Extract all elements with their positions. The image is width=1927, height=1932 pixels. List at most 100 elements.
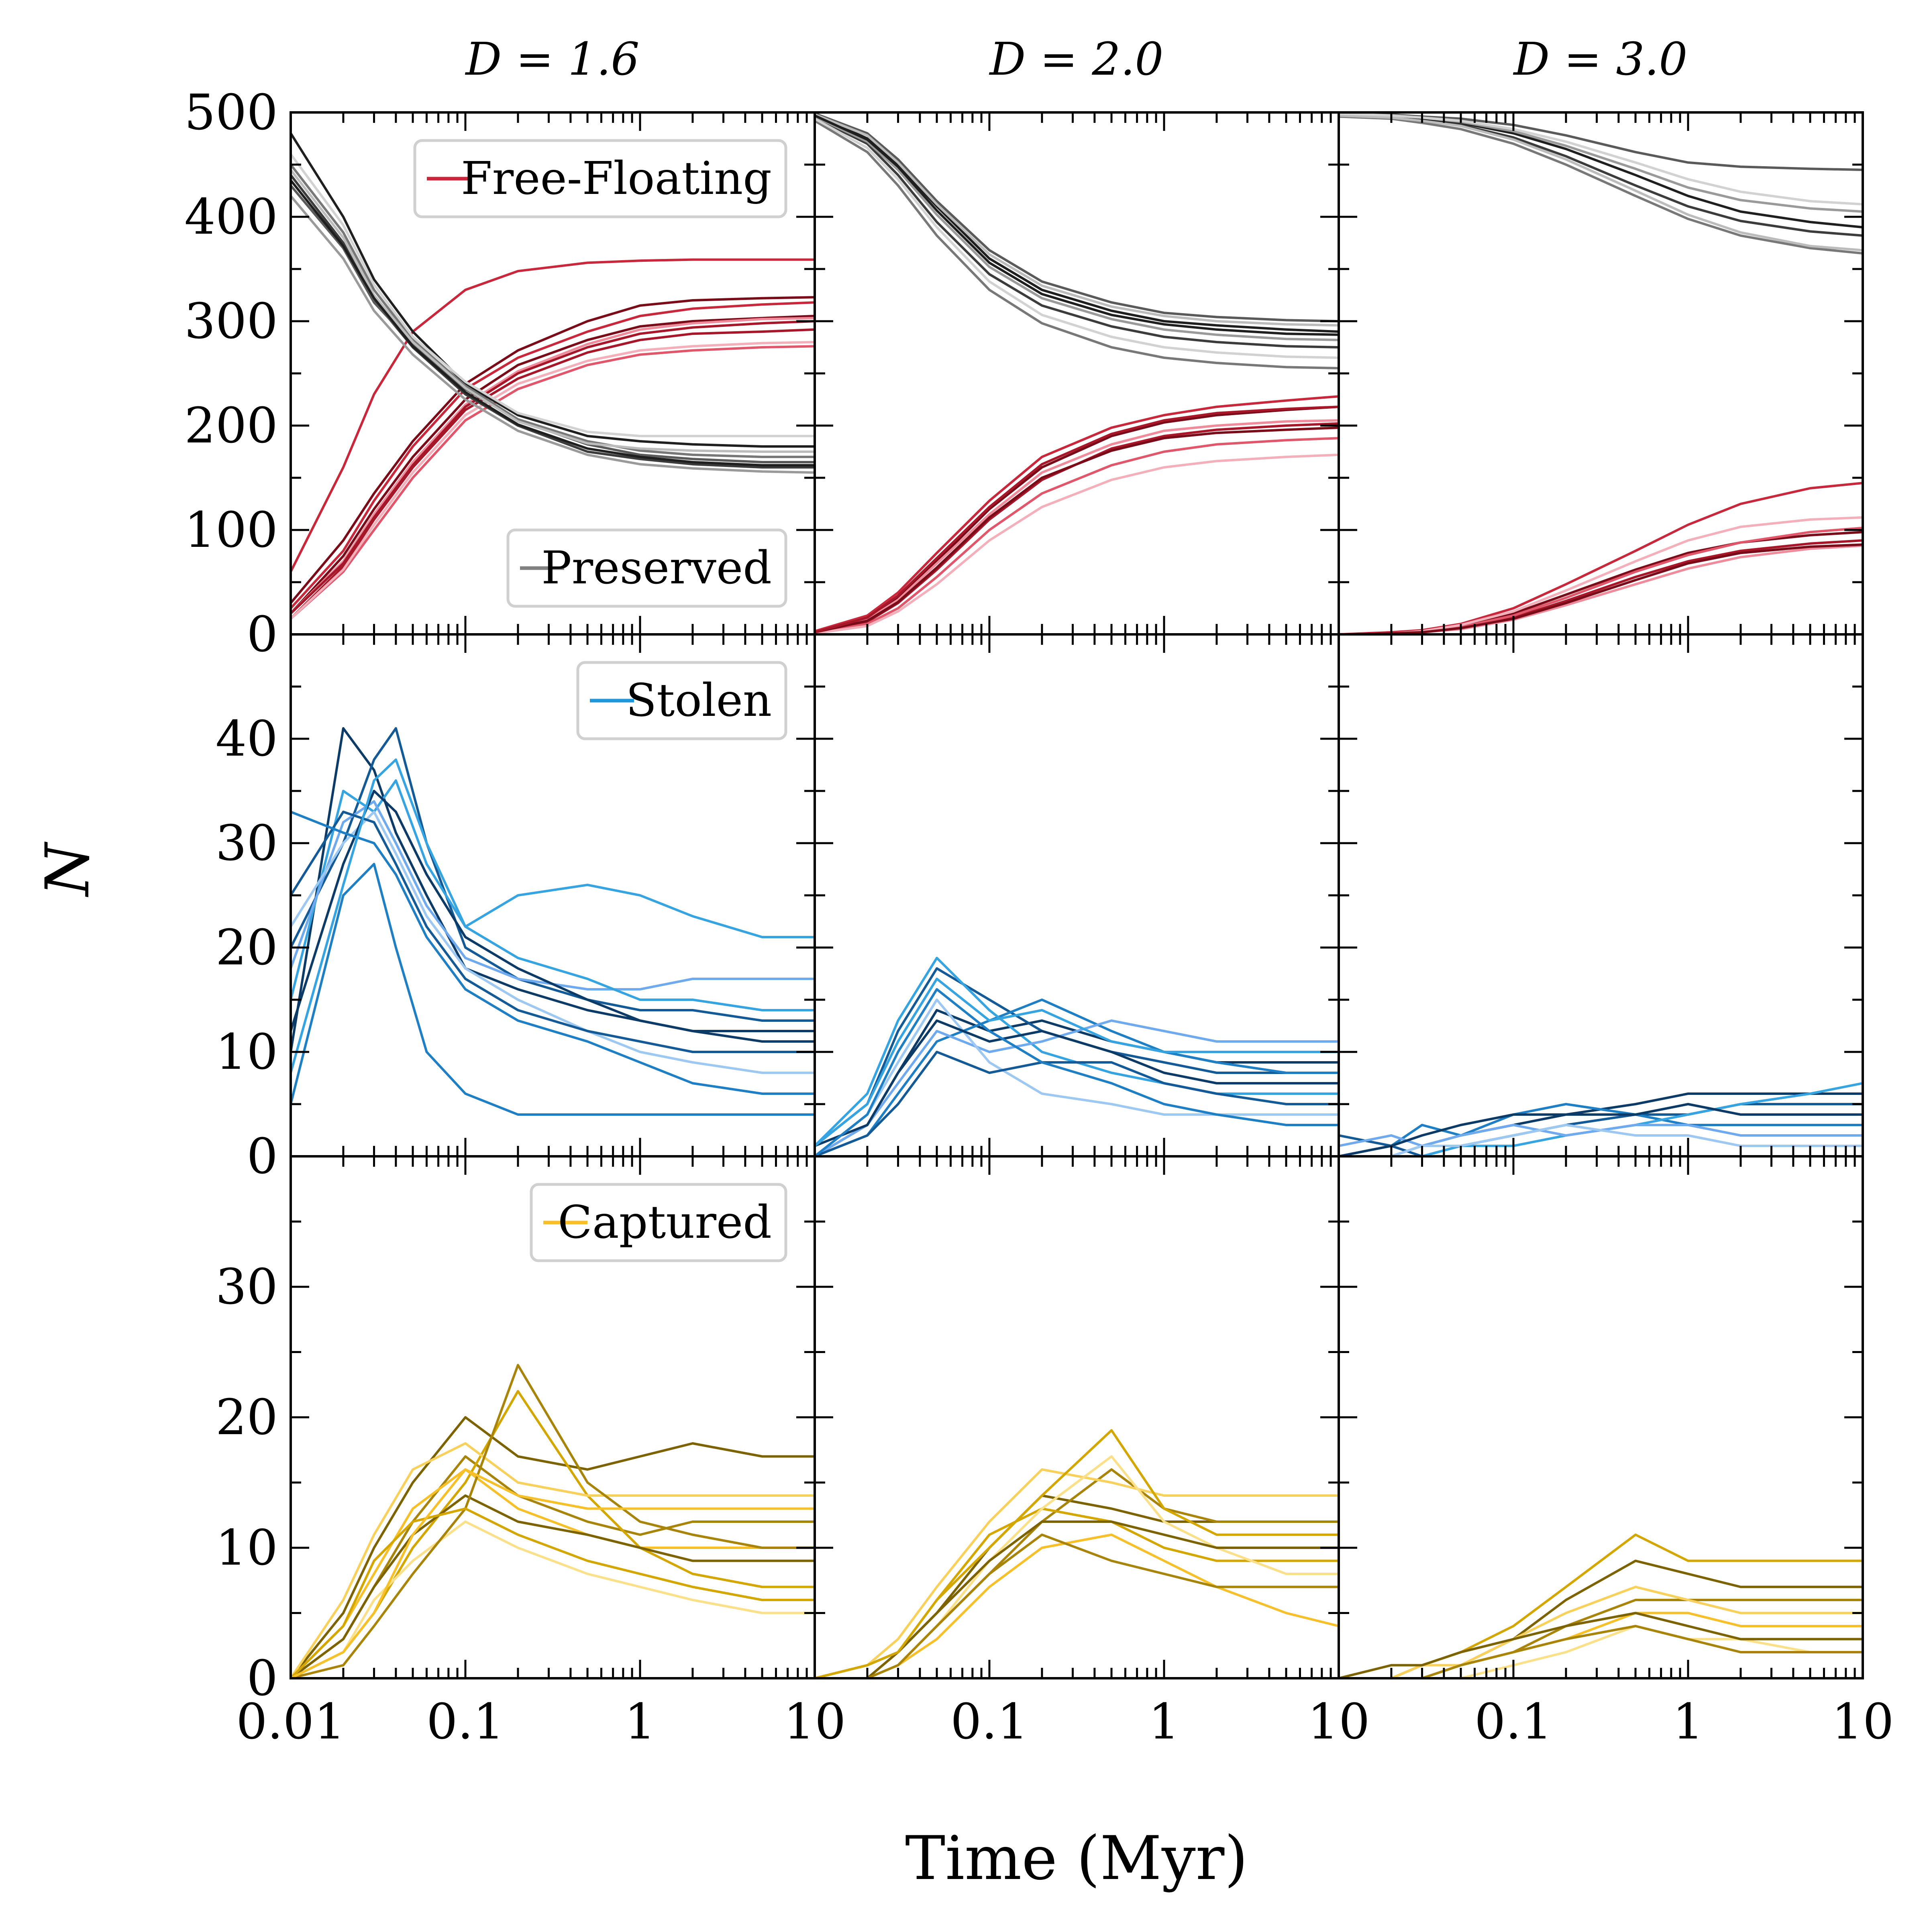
captured-run-7 (1339, 1612, 1863, 1678)
y-tick-label: 10 (216, 1519, 278, 1576)
panel-frame (1338, 1155, 1864, 1679)
panel-series (1339, 112, 1863, 634)
legend-box (530, 1183, 787, 1262)
panel-2 (814, 111, 1340, 636)
free-floating-run-9 (291, 258, 815, 573)
stolen-run-6 (1339, 1124, 1863, 1156)
x-tick-label: 10 (1831, 1693, 1894, 1750)
captured-run-9 (815, 1429, 1339, 1678)
panel-series (291, 1364, 815, 1678)
panel-9: 0.1 1 10 (1338, 1155, 1894, 1750)
captured-run-6 (1339, 1625, 1863, 1678)
preserved-run-8 (815, 114, 1339, 336)
y-tick-label: 0 (247, 1650, 278, 1707)
y-tick-label: 500 (184, 84, 278, 141)
legend-box (506, 528, 787, 608)
preserved-run-1 (291, 132, 815, 448)
free-floating-run-3 (815, 395, 1339, 633)
legend-free-floating: Free-Floating (413, 139, 787, 218)
preserved-run-4 (1339, 115, 1863, 255)
stolen-run-9 (815, 988, 1339, 1156)
x-tick-label: 0.1 (950, 1693, 1028, 1750)
free-floating-run-7 (1339, 543, 1863, 634)
preserved-run-8 (291, 179, 815, 467)
stolen-run-6 (815, 999, 1339, 1156)
free-floating-run-1 (291, 315, 815, 615)
preserved-run-4 (291, 164, 815, 458)
free-floating-run-7 (291, 296, 815, 604)
panel-ticks (290, 1155, 816, 1679)
captured-run-8 (1339, 1625, 1863, 1678)
x-tick-label: 0.1 (426, 1693, 504, 1750)
free-floating-run-4 (291, 345, 815, 620)
captured-run-1 (291, 1416, 815, 1678)
legend-preserved: Preserved (506, 528, 787, 608)
panel-5 (814, 633, 1340, 1158)
captured-run-4 (291, 1468, 815, 1678)
legend-label: Stolen (626, 675, 772, 727)
free-floating-run-6 (291, 341, 815, 620)
free-floating-run-8 (291, 320, 815, 615)
free-floating-run-5 (291, 317, 815, 615)
stolen-run-7 (1339, 1103, 1863, 1156)
y-tick-label: 200 (184, 397, 278, 454)
preserved-run-5 (291, 195, 815, 474)
panel-series (291, 132, 815, 620)
legend-stolen: Stolen (576, 661, 787, 740)
x-axis-label: Time (Myr) (905, 1824, 1248, 1893)
stolen-run-6 (291, 811, 815, 1074)
panel-series (1339, 1533, 1863, 1678)
column-title-2: D = 2.0 (989, 33, 1164, 86)
preserved-run-3 (815, 112, 1339, 322)
captured-run-7 (291, 1494, 815, 1678)
legend-box (413, 139, 787, 218)
captured-run-6 (291, 1520, 815, 1678)
stolen-run-4 (291, 779, 815, 1000)
column-title-3: D = 3.0 (1513, 33, 1688, 86)
panel-3 (1338, 111, 1864, 636)
preserved-run-7 (1339, 112, 1863, 206)
free-floating-run-7 (815, 426, 1339, 634)
x-tick-label: 1 (624, 1693, 656, 1750)
preserved-run-1 (815, 113, 1339, 333)
legend-box (576, 661, 787, 740)
y-axis-label: N (33, 842, 103, 897)
legend-label: Captured (558, 1196, 772, 1249)
stolen-run-5 (1339, 1124, 1863, 1147)
stolen-run-3 (1339, 1103, 1863, 1156)
panel-series (815, 1429, 1339, 1678)
panel-series (815, 112, 1339, 634)
free-floating-run-8 (815, 406, 1339, 634)
x-tick-label: 0.01 (236, 1693, 345, 1750)
captured-run-9 (291, 1507, 815, 1678)
y-tick-label: 0 (247, 1128, 278, 1185)
panel-7: 0 10 20 30 0.01 0.1 1 10 Captured (216, 1155, 846, 1750)
captured-run-7 (815, 1520, 1339, 1678)
y-tick-label: 0 (247, 606, 278, 663)
captured-run-5 (291, 1442, 815, 1678)
preserved-run-4 (815, 120, 1339, 369)
y-tick-label: 300 (184, 293, 278, 350)
y-tick-label: 20 (216, 919, 278, 976)
stolen-run-5 (815, 1019, 1339, 1156)
stolen-run-4 (815, 957, 1339, 1147)
preserved-run-7 (815, 117, 1339, 359)
y-tick-label: 10 (216, 1023, 278, 1080)
stolen-run-3 (815, 999, 1339, 1156)
legend-label: Preserved (541, 542, 772, 594)
stolen-run-3 (291, 863, 815, 1116)
panel-8: 0.1 1 10 (814, 1155, 1370, 1750)
stolen-run-7 (291, 790, 815, 1043)
free-floating-run-2 (291, 328, 815, 620)
captured-run-10 (291, 1468, 815, 1678)
panel-ticks (1338, 111, 1864, 636)
y-tick-label: 400 (184, 188, 278, 245)
free-floating-run-6 (815, 453, 1339, 634)
panel-1: 0 100 200 300 400 500 Free-Floating Preserved (184, 84, 816, 663)
preserved-run-6 (291, 169, 815, 453)
y-tick-label: 40 (216, 710, 278, 767)
preserved-run-6 (1339, 114, 1863, 252)
captured-run-5 (815, 1468, 1339, 1678)
